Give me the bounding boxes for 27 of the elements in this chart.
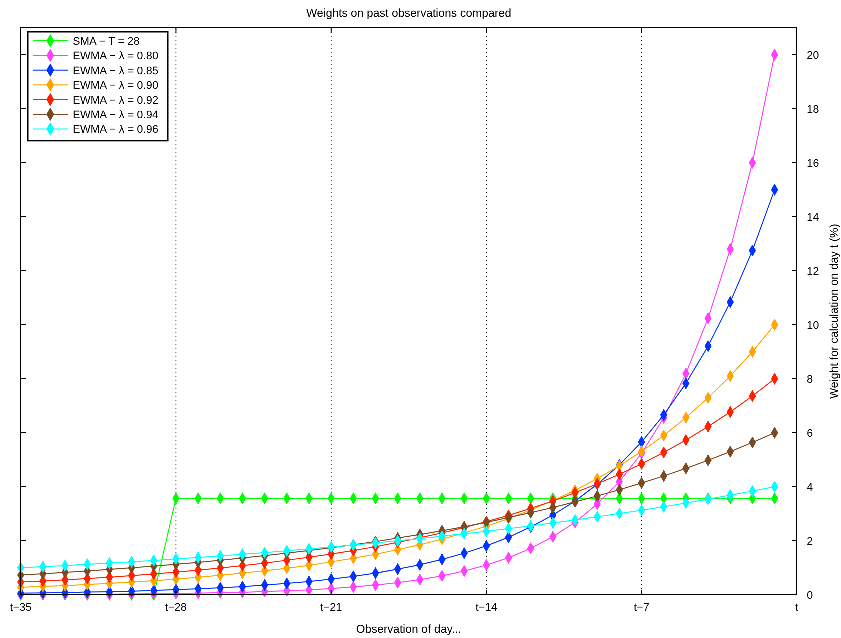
x-tick-label: t−21 — [320, 602, 342, 614]
legend-label: SMA − T = 28 — [73, 36, 140, 48]
x-tick-label: t−7 — [634, 602, 650, 614]
legend-label: EWMA − λ = 0.96 — [73, 124, 159, 136]
x-tick-label: t−14 — [476, 602, 498, 614]
y-tick-label: 8 — [807, 374, 814, 386]
legend-label: EWMA − λ = 0.92 — [73, 94, 159, 107]
legend-label: EWMA − λ = 0.94 — [73, 110, 159, 122]
y-tick-label: 4 — [807, 482, 814, 494]
x-tick-label: t — [795, 602, 799, 614]
y-tick-label: 2 — [807, 536, 814, 548]
y-tick-label: 0 — [807, 590, 814, 602]
y-tick-label: 10 — [807, 320, 820, 332]
legend-label: EWMA − λ = 0.85 — [73, 65, 159, 78]
chart-title: Weights on past observations compared — [306, 8, 512, 20]
x-tick-label: t−35 — [10, 602, 32, 614]
y-tick-label: 12 — [807, 266, 820, 278]
y-tick-label: 18 — [807, 104, 820, 116]
x-tick-label: t−28 — [165, 602, 188, 614]
x-axis-title: Observation of day... — [356, 624, 462, 636]
legend-label: EWMA − λ = 0.90 — [73, 80, 159, 92]
y-tick-label: 6 — [807, 428, 814, 440]
y-tick-label: 14 — [807, 212, 820, 224]
legend-label: EWMA − λ = 0.80 — [73, 50, 159, 63]
y-tick-label: 16 — [807, 158, 820, 170]
y-axis-title: Weight for calculation on day t (%) — [829, 224, 841, 399]
y-tick-label: 20 — [807, 50, 820, 62]
